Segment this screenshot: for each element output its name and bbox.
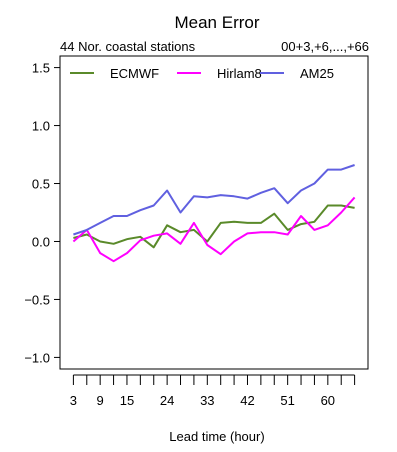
chart-title: Mean Error <box>174 13 259 32</box>
series-line-hirlam8 <box>72 196 356 263</box>
y-tick-label: −1.0 <box>24 350 50 365</box>
chart-subtitle-right: 00+3,+6,...,+66 <box>281 39 369 54</box>
chart-subtitle-left: 44 Nor. coastal stations <box>60 39 196 54</box>
x-axis-label: Lead time (hour) <box>169 429 264 444</box>
y-tick-label: 1.0 <box>32 119 50 134</box>
y-tick-label: −0.5 <box>24 292 50 307</box>
y-tick-label: 1.5 <box>32 61 50 76</box>
legend-label: Hirlam8 <box>217 66 262 81</box>
y-tick-label: 0.5 <box>32 177 50 192</box>
x-tick-label: 33 <box>200 393 214 408</box>
plot-frame <box>59 55 369 370</box>
x-tick-label: 42 <box>240 393 254 408</box>
legend-label: ECMWF <box>110 66 159 81</box>
x-tick-label: 3 <box>70 393 77 408</box>
y-axis: 1.5 1.0 0.5 0.0 −0.5 −1.0 <box>24 61 60 365</box>
x-tick-label: 51 <box>280 393 294 408</box>
x-tick-label: 60 <box>321 393 335 408</box>
legend-label: AM25 <box>300 66 334 81</box>
x-tick-label: 24 <box>160 393 174 408</box>
legend: ECMWF Hirlam8 AM25 <box>70 66 334 81</box>
y-tick-label: 0.0 <box>32 234 50 249</box>
x-axis: 3 9 15 24 33 42 51 60 <box>70 374 356 408</box>
series-layer <box>72 164 356 263</box>
x-tick-label: 15 <box>120 393 134 408</box>
x-tick-label: 9 <box>97 393 104 408</box>
series-line-am25 <box>73 164 355 236</box>
